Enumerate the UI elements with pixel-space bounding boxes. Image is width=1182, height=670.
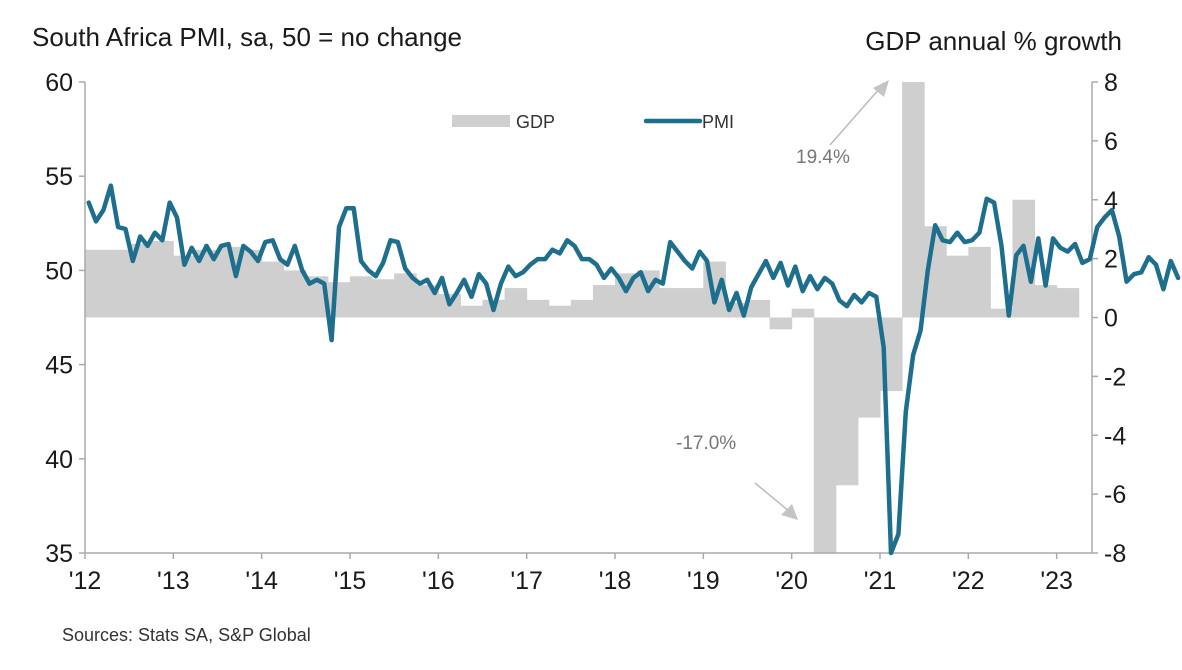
gdp-bar [283,270,307,318]
gdp-bars [85,82,1080,553]
x-tick-label: '23 [1040,567,1073,595]
right-tick-label: -2 [1104,363,1126,391]
gdp-bar [394,273,417,318]
gdp-bar [107,249,130,318]
legend: GDP PMI [452,112,734,132]
gdp-bar [747,299,771,318]
gdp-bar [151,240,174,318]
x-tick-label: '14 [245,567,278,595]
x-tick-label: '15 [334,567,367,595]
gdp-bar [85,249,108,318]
gdp-bar [570,299,594,318]
right-tick-label: -6 [1104,481,1126,509]
gdp-bar [835,317,859,486]
x-tick-label: '17 [510,567,543,595]
gdp-bar [129,243,152,318]
left-tick-label: 40 [45,446,73,474]
gdp-bar [659,288,682,318]
axes: 60 55 50 45 40 35 8 6 4 2 0 -2 -4 -6 -8 '12 '13 '14 '15 '16… [45,69,1126,595]
x-tick-label: '22 [952,567,985,595]
legend-gdp-swatch [452,115,510,127]
x-tick-label: '12 [69,567,102,595]
right-tick-label: -4 [1104,422,1126,450]
legend-pmi-label: PMI [702,112,734,132]
gdp-bar [946,255,969,318]
x-tick-label: '13 [157,567,190,595]
x-tick-label: '21 [864,567,897,595]
left-tick-label: 35 [45,540,73,568]
right-tick-label: -8 [1104,540,1126,568]
gdp-bar [504,288,528,318]
gdp-bar [261,261,285,318]
annotation-gdp-low-arrowhead [781,504,798,520]
gdp-bar [681,288,704,318]
gdp-bar [791,308,815,318]
pmi-line [86,183,1181,556]
gdp-bar [592,285,616,318]
gdp-bar [173,255,196,318]
annotations: 19.4% -17.0% [676,80,889,520]
annotation-gdp-high: 19.4% [796,147,850,168]
gdp-bar [968,246,991,318]
annotation-gdp-low: -17.0% [676,433,736,454]
gdp-bar [526,299,550,318]
gdp-bar [548,305,572,318]
gdp-bar [813,317,837,553]
right-tick-label: 6 [1104,128,1118,156]
left-tick-label: 50 [45,257,73,285]
gdp-bar [350,276,373,318]
gdp-bar [239,249,263,318]
legend-gdp-label: GDP [516,112,555,132]
gdp-bar [460,305,483,318]
right-tick-label: 8 [1104,69,1118,97]
x-tick-label: '20 [775,567,808,595]
left-tick-label: 60 [45,69,73,97]
gdp-bar [1034,285,1058,318]
gdp-bar [1012,199,1036,318]
annotation-gdp-high-arrowhead [873,80,889,97]
source-note: Sources: Stats SA, S&P Global [62,625,311,645]
left-tick-label: 55 [45,163,73,191]
gdp-bar [769,317,793,330]
right-axis-title: GDP annual % growth [865,26,1122,56]
x-tick-label: '19 [687,567,720,595]
x-tick-label: '18 [599,567,632,595]
gdp-bar [857,317,881,418]
gdp-bar [217,246,241,318]
gdp-bar [1056,288,1080,318]
annotation-gdp-low-arrow [754,482,791,513]
gdp-bar [372,279,395,318]
left-axis-title: South Africa PMI, sa, 50 = no change [32,22,462,52]
left-tick-label: 45 [45,352,73,380]
right-tick-label: 4 [1104,187,1118,215]
gdp-bar [195,249,218,318]
x-tick-label: '16 [422,567,455,595]
right-tick-label: 2 [1104,246,1118,274]
annotation-gdp-high-arrow [829,87,881,146]
right-tick-label: 0 [1104,305,1118,333]
gdp-bar [990,308,1013,318]
gdp-bar [902,82,925,318]
